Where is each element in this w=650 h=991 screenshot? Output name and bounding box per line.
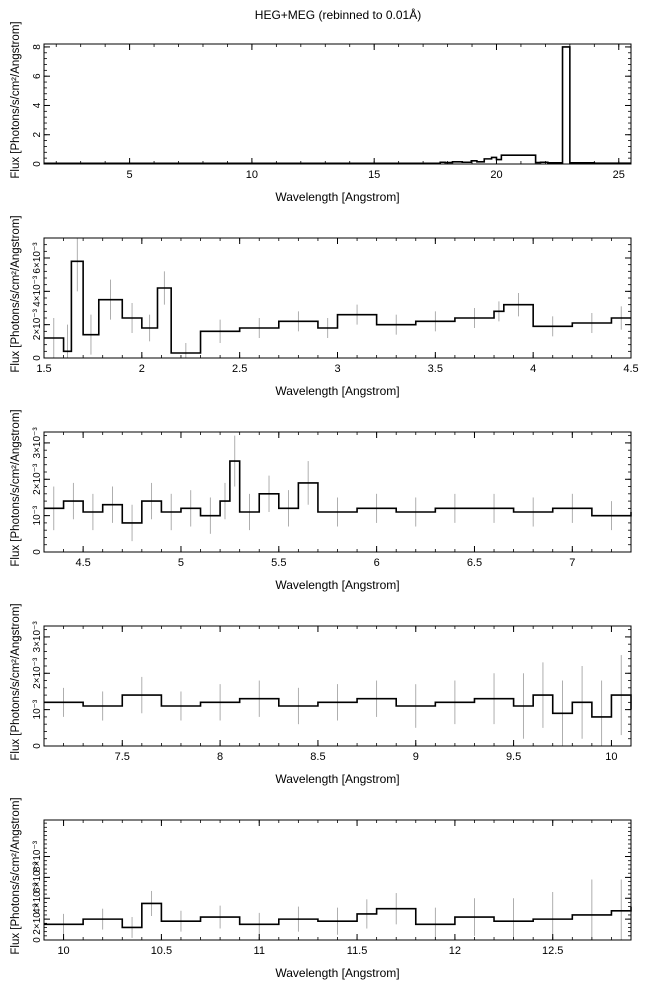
series-line-1 <box>44 694 632 718</box>
series-line-1 <box>44 46 631 165</box>
x-tick-label: 5 <box>127 169 133 181</box>
x-tick-label: 10 <box>246 169 258 181</box>
series-line-1 <box>44 460 632 524</box>
y-tick-label: 3×10⁻³ <box>32 621 43 653</box>
y-tick-label: 6 <box>32 73 43 79</box>
x-tick-label: 3 <box>334 363 340 375</box>
x-tick-label: 8.5 <box>310 751 325 763</box>
y-axis-label: Flux [Photons/s/cm²/Angstrom] <box>10 215 22 372</box>
chart-panel-1: 5 10 15 20 25 0 2 4 6 8 Wavelength [Angstrom] Flux … <box>10 21 632 204</box>
x-tick-label: 11.5 <box>347 945 368 957</box>
chart-panel-2: 1.5 2 2.5 3 3.5 4 4.5 0 2×10⁻³4×10⁻³6×10⁻³ Wavele… <box>10 215 639 398</box>
x-tick-label: 10 <box>605 751 617 763</box>
x-tick-label: 7.5 <box>115 751 130 763</box>
x-tick-label: 9 <box>413 751 419 763</box>
plot-frame <box>43 43 632 165</box>
series-line-1 <box>44 902 632 929</box>
y-tick-label: 2 <box>32 132 43 138</box>
x-tick-label: 2.5 <box>232 363 247 375</box>
x-tick-label: 5.5 <box>271 557 286 569</box>
y-tick-label: 4 <box>32 102 43 108</box>
x-tick-label: 8 <box>217 751 223 763</box>
page-title: HEG+MEG (rebinned to 0.01Å) <box>254 8 422 22</box>
y-tick-label: 0 <box>32 549 43 555</box>
x-tick-label: 15 <box>368 169 380 181</box>
x-tick-label: 12 <box>449 945 461 957</box>
y-axis-label: Flux [Photons/s/cm²/Angstrom] <box>10 603 22 760</box>
chart-panel-5: 10 10.5 11 11.5 12 12.5 0 2×10⁻³4×10⁻³6×10⁻³8×1… <box>10 797 632 980</box>
x-tick-label: 11 <box>254 945 265 957</box>
x-axis-label: Wavelength [Angstrom] <box>275 190 399 204</box>
x-axis-label: Wavelength [Angstrom] <box>275 966 399 980</box>
x-tick-label: 20 <box>490 169 502 181</box>
y-tick-label: 2×10⁻³ <box>32 903 43 935</box>
x-tick-label: 4.5 <box>623 363 638 375</box>
y-tick-label: 2×10⁻³ <box>32 657 43 689</box>
x-tick-label: 6.5 <box>467 557 482 569</box>
x-tick-label: 3.5 <box>428 363 443 375</box>
x-tick-label: 10 <box>57 945 69 957</box>
y-tick-label: 6×10⁻³ <box>32 861 43 893</box>
y-tick-label: 0 <box>32 937 43 943</box>
plot-frame <box>43 237 632 359</box>
y-tick-label: 8×10⁻³ <box>32 840 43 872</box>
chart-panel-4: 7.5 8 8.5 9 9.5 10 0 10⁻³ 2×10⁻³ 3×10⁻³ Wavelength… <box>10 603 632 786</box>
x-tick-label: 25 <box>613 169 625 181</box>
y-tick-label: 0 <box>32 161 43 167</box>
x-tick-label: 2 <box>139 363 145 375</box>
x-tick-label: 10.5 <box>151 945 172 957</box>
y-tick-label: 2×10⁻³ <box>32 463 43 495</box>
x-tick-label: 4 <box>530 363 536 375</box>
x-axis-label: Wavelength [Angstrom] <box>275 578 399 592</box>
x-axis-label: Wavelength [Angstrom] <box>275 772 399 786</box>
x-tick-label: 1.5 <box>36 363 51 375</box>
x-tick-label: 5 <box>178 557 184 569</box>
y-tick-label: 3×10⁻³ <box>32 427 43 459</box>
y-tick-label: 10⁻³ <box>32 505 43 525</box>
x-axis-label: Wavelength [Angstrom] <box>275 384 399 398</box>
y-axis-label: Flux [Photons/s/cm²/Angstrom] <box>10 797 22 954</box>
x-tick-label: 9.5 <box>506 751 521 763</box>
y-tick-label: 4×10⁻³ <box>32 882 43 914</box>
y-tick-label: 0 <box>32 355 43 361</box>
y-tick-label: 0 <box>32 743 43 749</box>
y-tick-label: 8 <box>32 44 43 50</box>
x-tick-label: 4.5 <box>75 557 90 569</box>
y-tick-label: 6×10⁻³ <box>32 242 43 274</box>
x-tick-label: 6 <box>374 557 380 569</box>
chart-panel-3: 4.5 5 5.5 6 6.5 7 0 10⁻³ 2×10⁻³ 3×10⁻³ Wavelength … <box>10 409 632 592</box>
y-axis-label: Flux [Photons/s/cm²/Angstrom] <box>10 409 22 566</box>
y-tick-label: 2×10⁻³ <box>32 308 43 340</box>
series-line-1 <box>44 260 631 354</box>
y-tick-label: 10⁻³ <box>32 699 43 719</box>
y-tick-label: 4×10⁻³ <box>32 275 43 307</box>
x-tick-label: 7 <box>569 557 575 569</box>
x-tick-label: 12.5 <box>542 945 563 957</box>
y-axis-label: Flux [Photons/s/cm²/Angstrom] <box>10 21 22 178</box>
